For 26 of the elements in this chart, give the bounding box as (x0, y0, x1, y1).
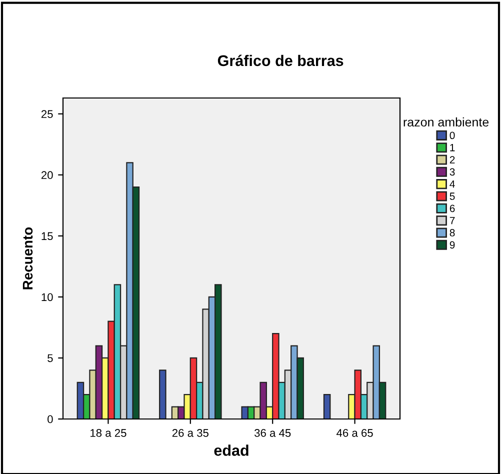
y-tick-label: 10 (42, 293, 53, 302)
chart-title: Gráfico de barras (218, 54, 344, 66)
legend-label: 1 (450, 144, 455, 152)
legend-label: 0 (450, 132, 455, 140)
legend-label: 6 (450, 204, 455, 212)
y-tick-label: 0 (48, 415, 53, 424)
legend-label: 9 (450, 241, 455, 249)
bar (159, 370, 166, 419)
x-tick-label: 18 a 25 (90, 429, 126, 437)
y-tick-label: 5 (48, 354, 53, 362)
y-tick-label: 20 (41, 171, 53, 180)
legend-label: 5 (450, 192, 455, 200)
legend-label: 2 (450, 156, 455, 164)
x-tick-label: 36 a 45 (254, 429, 291, 437)
legend-label: 3 (450, 168, 455, 176)
bar (323, 394, 331, 419)
legend-label: 8 (450, 229, 455, 236)
y-tick-label: 15 (42, 232, 53, 240)
y-tick-label: 25 (41, 110, 53, 118)
legend-title: razon ambiente (404, 117, 489, 127)
legend-label: 4 (450, 180, 455, 188)
x-tick-label: 26 a 35 (172, 429, 208, 437)
x-axis-title: edad (214, 444, 248, 456)
y-axis-title: Recuento (22, 227, 33, 290)
legend-label: 7 (450, 216, 455, 224)
x-tick-label: 46 a 65 (336, 429, 373, 437)
